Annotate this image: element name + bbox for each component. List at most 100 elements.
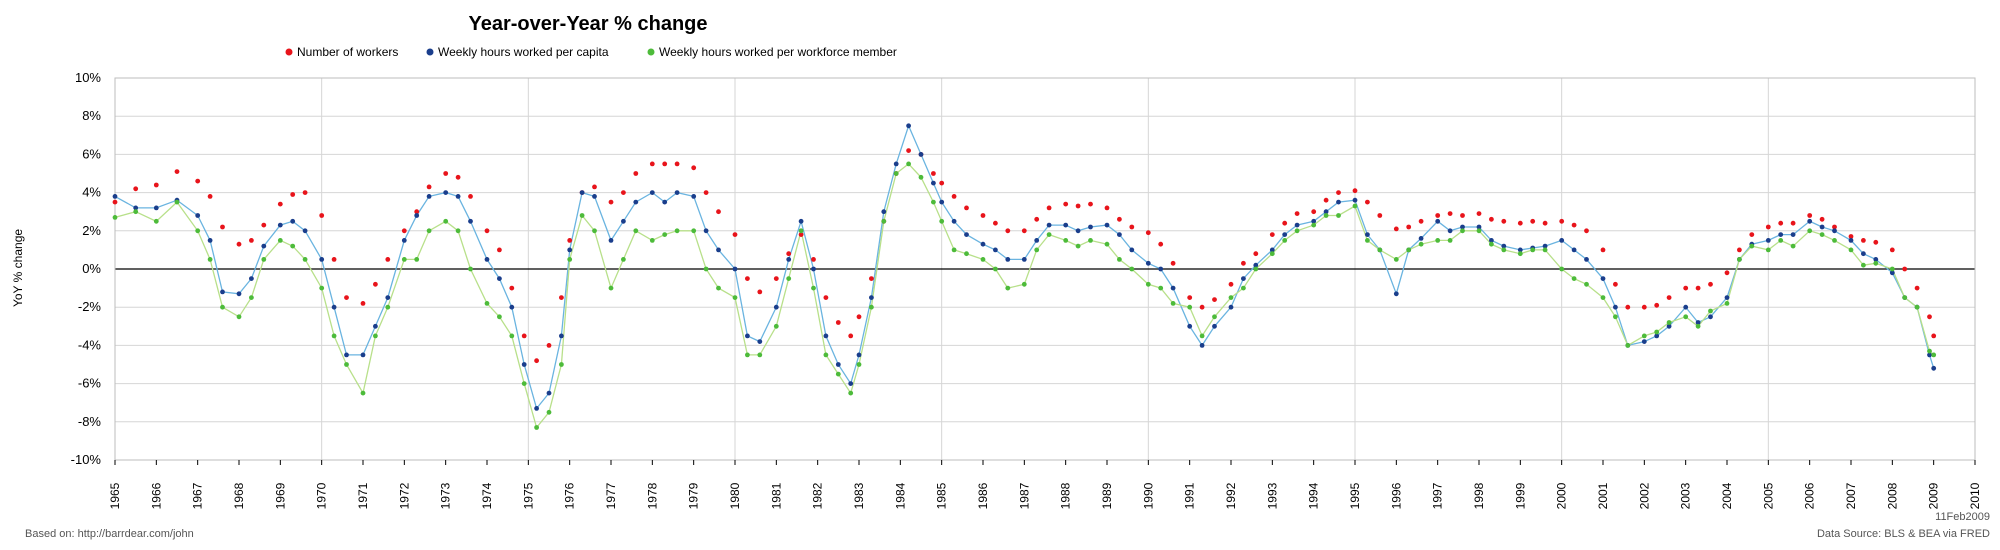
- x-tick-label: 1984: [893, 482, 907, 509]
- data-point: [455, 194, 461, 199]
- data-point: [1476, 211, 1482, 217]
- data-point: [1832, 224, 1837, 230]
- data-point: [703, 228, 709, 234]
- x-tick-label: 1989: [1100, 482, 1114, 509]
- data-point: [786, 276, 792, 281]
- data-point: [1021, 228, 1027, 234]
- data-point: [1199, 343, 1205, 348]
- data-point: [856, 352, 862, 358]
- data-point: [1282, 232, 1288, 238]
- data-point: [906, 148, 911, 154]
- grid: [114, 77, 1976, 461]
- x-tick-label: 1999: [1513, 482, 1527, 509]
- data-point: [662, 232, 668, 238]
- data-point: [1435, 218, 1441, 224]
- data-point: [757, 289, 763, 295]
- data-point: [1253, 266, 1259, 272]
- data-point: [414, 257, 420, 262]
- x-tick-label: 1979: [687, 482, 701, 509]
- data-point: [1282, 220, 1288, 226]
- data-point: [716, 247, 721, 253]
- x-tick-label: 1988: [1059, 482, 1073, 509]
- data-point: [1418, 236, 1424, 241]
- data-point: [1600, 295, 1606, 300]
- data-point: [773, 276, 779, 281]
- x-tick-label: 2006: [1803, 482, 1817, 509]
- data-point: [290, 243, 296, 249]
- data-point: [1724, 295, 1730, 300]
- data-point: [1075, 228, 1081, 234]
- data-point: [1145, 230, 1151, 236]
- data-point: [1819, 224, 1825, 230]
- legend-marker: [426, 48, 434, 56]
- data-point: [823, 352, 829, 358]
- legend-marker: [647, 48, 655, 56]
- data-point: [1790, 220, 1796, 226]
- data-point: [798, 232, 804, 238]
- data-point: [835, 320, 841, 325]
- data-point: [1571, 222, 1577, 228]
- data-point: [1145, 260, 1151, 266]
- data-point: [592, 184, 597, 190]
- data-point: [1708, 308, 1713, 314]
- x-tick-label: 1985: [935, 482, 949, 509]
- data-point: [732, 295, 738, 300]
- data-point: [798, 228, 804, 234]
- data-point: [1666, 320, 1672, 325]
- data-point: [993, 247, 998, 253]
- data-point: [277, 201, 283, 207]
- data-point: [195, 178, 201, 184]
- data-point: [1447, 238, 1453, 243]
- data-point: [1737, 247, 1742, 253]
- data-point: [674, 161, 680, 167]
- data-point: [426, 228, 432, 234]
- x-tick-label: 2010: [1968, 482, 1982, 509]
- data-point: [1927, 352, 1932, 358]
- y-tick-label: -4%: [78, 337, 102, 352]
- data-point: [1212, 314, 1217, 320]
- data-point: [1517, 220, 1523, 226]
- data-point: [385, 304, 391, 310]
- data-point: [773, 323, 779, 329]
- data-point: [207, 194, 213, 199]
- data-point: [964, 251, 969, 257]
- data-point: [1517, 247, 1523, 253]
- data-point: [133, 205, 139, 211]
- data-point: [1034, 216, 1040, 222]
- y-tick-label: -6%: [78, 376, 102, 391]
- data-point: [918, 174, 924, 180]
- data-point: [592, 194, 597, 199]
- legend-label: Weekly hours worked per workforce member: [659, 45, 897, 59]
- data-point: [1931, 365, 1937, 371]
- data-point: [331, 257, 337, 262]
- data-point: [1848, 247, 1854, 253]
- data-point: [1145, 281, 1151, 287]
- data-point: [939, 199, 945, 205]
- x-tick-label: 1997: [1431, 482, 1445, 509]
- data-point: [649, 238, 655, 243]
- data-point: [534, 425, 539, 430]
- data-point: [1819, 216, 1825, 222]
- data-point: [1460, 228, 1465, 234]
- data-point: [319, 285, 325, 291]
- y-tick-label: 0%: [82, 261, 101, 276]
- data-point: [1873, 257, 1879, 262]
- data-point: [521, 362, 527, 367]
- data-point: [1435, 213, 1441, 218]
- x-tick-label: 1990: [1141, 482, 1155, 509]
- data-point: [1447, 211, 1453, 217]
- data-point: [373, 281, 378, 287]
- legend-label: Number of workers: [297, 45, 398, 59]
- data-point: [1377, 247, 1383, 253]
- data-point: [621, 257, 626, 262]
- data-point: [1393, 257, 1399, 262]
- series-layer: [112, 123, 1937, 430]
- x-tick-label: 1994: [1307, 482, 1321, 509]
- data-point: [1418, 218, 1424, 224]
- data-point: [608, 238, 614, 243]
- data-point: [344, 295, 349, 300]
- data-point: [1613, 314, 1618, 320]
- data-point: [249, 276, 254, 281]
- data-point: [1765, 238, 1771, 243]
- data-point: [1542, 220, 1548, 226]
